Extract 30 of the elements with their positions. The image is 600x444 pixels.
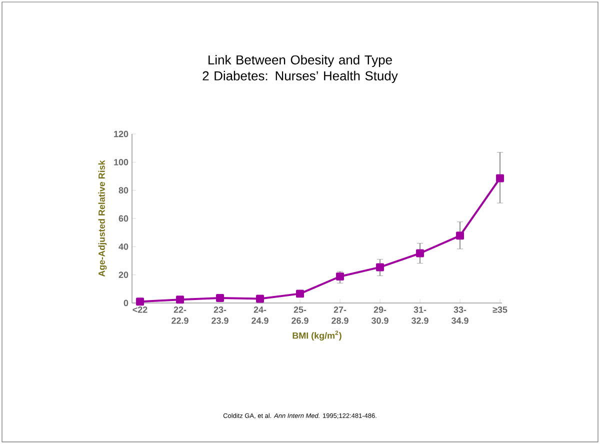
x-tick-label: <22 (132, 306, 148, 313)
x-tick-label: ≥35 (492, 306, 508, 313)
point (456, 232, 464, 240)
chart-title: Link Between Obesity and Type 2 Diabetes: Nurses’ Health Study (202, 54, 398, 83)
x-tick-label: 25-26.9 (292, 306, 308, 324)
x-tick-label: 22-22.9 (172, 306, 188, 324)
y-axis-title: Age-Adjusted Relative Risk (98, 160, 107, 277)
y-tick-label: 20 (118, 272, 128, 278)
point (376, 263, 384, 272)
point (296, 290, 304, 298)
point (216, 294, 224, 302)
point (496, 174, 504, 182)
point (256, 294, 264, 303)
point (136, 298, 144, 306)
y-tick-label: 80 (118, 187, 128, 194)
point (416, 249, 424, 258)
point (336, 272, 344, 281)
y-tick-label: 40 (118, 243, 128, 250)
y-tick-label: 0 (124, 300, 128, 306)
x-tick-label: 31-32.9 (411, 306, 428, 324)
x-tick-label: 24-24.9 (252, 306, 268, 324)
x-tick-label: 29-30.9 (371, 306, 388, 324)
x-axis-title: BMI (kg/m$^{2}$) (292, 330, 342, 341)
x-tick-label: 27-28.9 (332, 306, 348, 324)
point (176, 296, 184, 304)
x-tick-label: 33-34.9 (451, 306, 468, 324)
y-tick-label: 100 (114, 158, 128, 166)
y-tick-label: 120 (114, 130, 128, 138)
y-tick-label: 60 (118, 215, 128, 222)
x-tick-label: 23-23.9 (212, 306, 228, 324)
